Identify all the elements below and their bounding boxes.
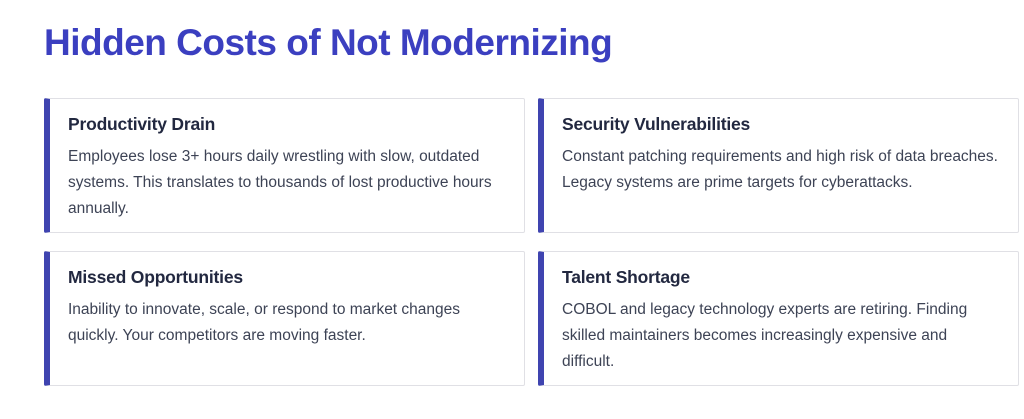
- modernization-costs-section: Hidden Costs of Not Modernizing Producti…: [44, 22, 1019, 386]
- card-body-security-vulnerabilities: Constant patching requirements and high …: [562, 147, 998, 191]
- card-title-productivity-drain: Productivity Drain: [68, 113, 216, 134]
- card-body-missed-opportunities: Inability to innovate, scale, or respond…: [68, 300, 461, 344]
- card-title-security-vulnerabilities: Security Vulnerabilities: [562, 113, 751, 134]
- card-security-vulnerabilities: Security Vulnerabilities Constant patchi…: [538, 97, 1019, 233]
- card-talent-shortage: Talent Shortage COBOL and legacy technol…: [538, 250, 1019, 386]
- card-title-missed-opportunities: Missed Opportunities: [68, 266, 243, 287]
- card-body-talent-shortage: COBOL and legacy technology experts are …: [562, 300, 968, 370]
- card-productivity-drain: Productivity Drain Employees lose 3+ hou…: [44, 97, 525, 233]
- card-body-productivity-drain: Employees lose 3+ hours daily wrestling …: [68, 147, 492, 217]
- page-title: Hidden Costs of Not Modernizing: [44, 22, 613, 63]
- cost-cards-grid: Productivity Drain Employees lose 3+ hou…: [44, 97, 1019, 386]
- card-missed-opportunities: Missed Opportunities Inability to innova…: [44, 250, 525, 386]
- card-title-talent-shortage: Talent Shortage: [562, 266, 690, 287]
